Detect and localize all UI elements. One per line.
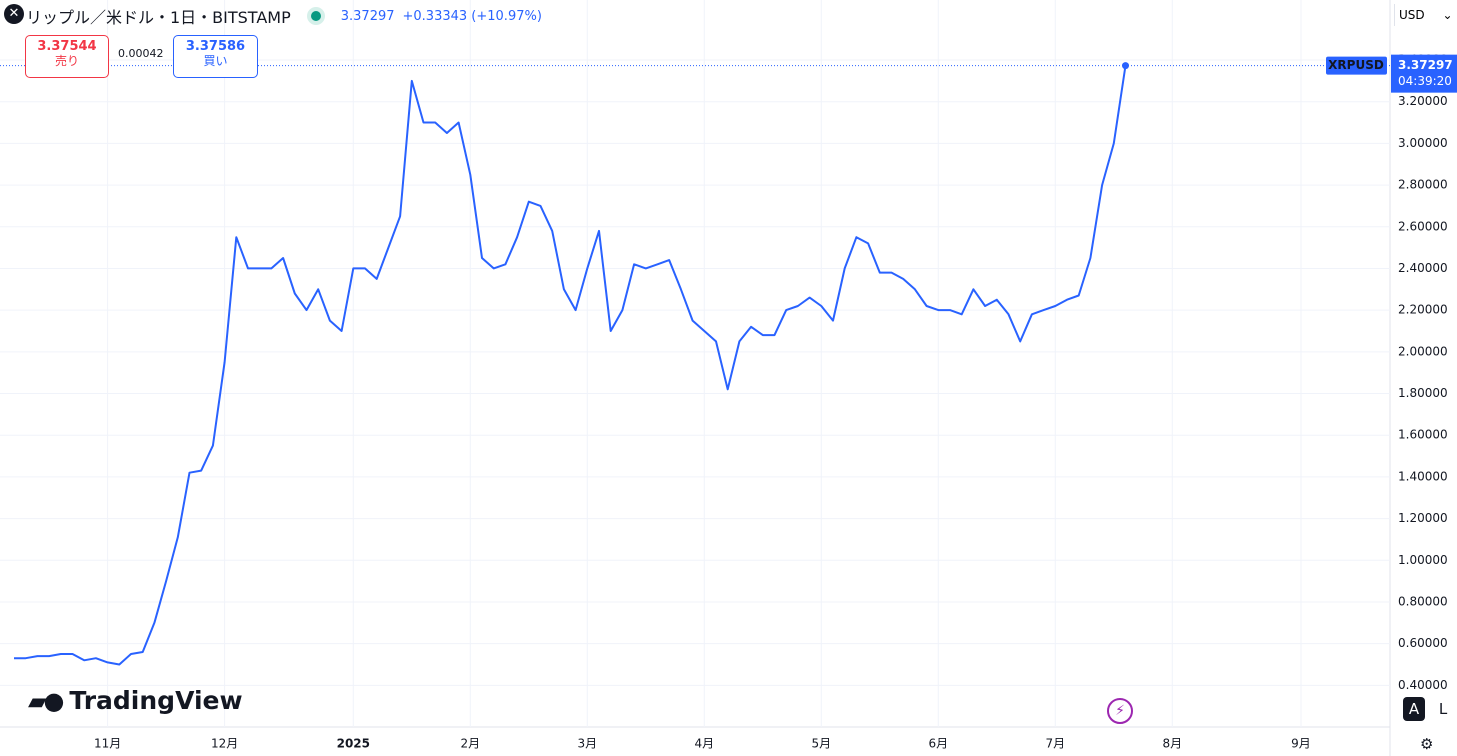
y-tick-label: 2.80000: [1398, 178, 1448, 192]
change: +0.33343 (+10.97%): [402, 8, 542, 24]
logo-text: TradingView: [69, 686, 243, 715]
sell-label: 売り: [54, 54, 79, 68]
y-tick-label: 1.00000: [1398, 553, 1448, 567]
x-tick-label: 12月: [211, 737, 238, 751]
currency: USD: [1399, 8, 1425, 22]
last-point: [1122, 62, 1129, 70]
flash-icon[interactable]: ⚡: [1107, 698, 1133, 724]
log-button[interactable]: L: [1438, 700, 1448, 718]
x-tick-label: 2025: [337, 737, 370, 751]
price-label: 3.37297: [1398, 58, 1453, 72]
x-tick-label: 11月: [94, 737, 121, 751]
settings-icon[interactable]: ⚙: [1420, 735, 1434, 753]
currency-select[interactable]: USD ⌄: [1394, 4, 1457, 26]
symbol[interactable]: リップル／米ドル・1日・BITSTAMP: [26, 8, 291, 27]
y-tick-label: 1.20000: [1398, 511, 1448, 525]
price-label-bg: [1391, 54, 1457, 93]
sell-price: 3.37544: [37, 39, 97, 54]
y-tick-label: 1.40000: [1398, 469, 1448, 483]
spread: 0.00042: [118, 47, 164, 60]
y-tick-label: 2.20000: [1398, 303, 1448, 317]
x-tick-label: 6月: [928, 737, 948, 751]
x-tick-label: 9月: [1291, 737, 1311, 751]
symbol-label: XRPUSD: [1328, 58, 1384, 72]
price-line: [14, 65, 1127, 666]
x-tick-label: 8月: [1162, 737, 1182, 751]
y-tick-label: 0.80000: [1398, 594, 1448, 608]
y-tick-label: 0.60000: [1398, 636, 1448, 650]
y-tick-label: 1.80000: [1398, 386, 1448, 400]
x-tick-label: 4月: [694, 737, 714, 751]
symbol-label-bg: [1326, 56, 1387, 75]
buy-label: 買い: [203, 54, 228, 68]
y-tick-label: 2.40000: [1398, 261, 1448, 275]
header: ✕ リップル／米ドル・1日・BITSTAMP 3.37297 +0.33343 …: [4, 4, 542, 28]
y-tick-label: 2.60000: [1398, 219, 1448, 233]
status-dot: [310, 11, 321, 21]
logo-mark: ▰●: [28, 686, 64, 715]
symbol-icon: ✕: [4, 4, 24, 24]
auto-button[interactable]: A: [1403, 697, 1425, 721]
y-tick-label: 0.40000: [1398, 678, 1448, 692]
plot-background: [0, 0, 1390, 727]
x-tick-label: 2月: [460, 737, 480, 751]
buy-button[interactable]: 3.37586 買い: [173, 35, 258, 78]
logo: ▰● TradingView: [28, 686, 243, 715]
y-tick-label: 3.20000: [1398, 94, 1448, 108]
sell-button[interactable]: 3.37544 売り: [25, 35, 109, 78]
y-tick-label: 1.60000: [1398, 428, 1448, 442]
price-label-time: 04:39:20: [1398, 74, 1452, 88]
buy-price: 3.37586: [185, 39, 246, 54]
price: 3.37297: [340, 8, 395, 24]
x-tick-label: 7月: [1045, 737, 1065, 751]
x-tick-label: 5月: [811, 737, 831, 751]
y-tick-label: 2.00000: [1398, 344, 1448, 358]
y-tick-label: 3.00000: [1398, 136, 1448, 150]
x-tick-label: 3月: [577, 737, 597, 751]
